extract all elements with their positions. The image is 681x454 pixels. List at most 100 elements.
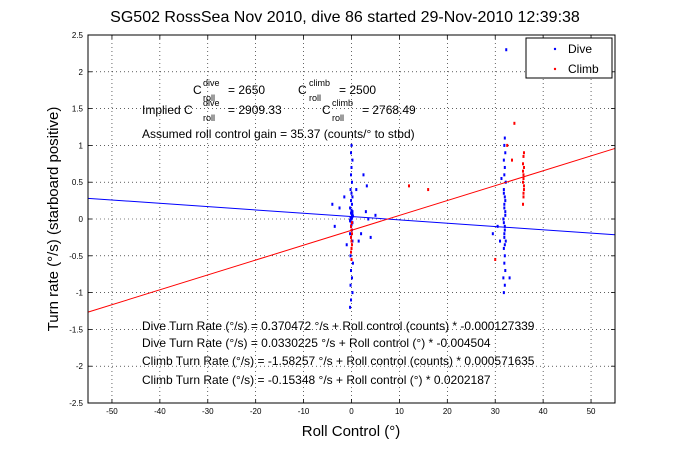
data-point bbox=[508, 276, 511, 280]
data-point bbox=[350, 173, 353, 177]
fit-layer bbox=[87, 147, 616, 313]
data-point bbox=[522, 154, 525, 158]
x-tick-label: 50 bbox=[587, 407, 596, 416]
y-tick-label: 0.5 bbox=[72, 178, 84, 187]
implied-climb-sup: climb bbox=[332, 98, 353, 108]
data-point bbox=[350, 210, 353, 214]
data-point bbox=[499, 239, 502, 243]
data-point bbox=[349, 206, 352, 210]
data-point bbox=[350, 191, 353, 195]
legend-marker-dive bbox=[553, 47, 557, 51]
data-point bbox=[333, 224, 336, 228]
data-point bbox=[350, 250, 353, 254]
data-point bbox=[362, 173, 365, 177]
data-point bbox=[502, 221, 505, 225]
data-point bbox=[503, 136, 506, 140]
y-tick-label: 1 bbox=[79, 141, 84, 150]
x-tick-label: -20 bbox=[250, 407, 262, 416]
x-tick-label: -10 bbox=[298, 407, 310, 416]
data-point bbox=[522, 177, 525, 181]
data-point bbox=[494, 257, 497, 261]
data-point bbox=[374, 213, 377, 217]
y-tick-label: -1 bbox=[76, 289, 84, 298]
c-climb-label: C bbox=[298, 83, 307, 97]
implied-climb-label: C bbox=[322, 103, 331, 117]
data-point bbox=[503, 254, 506, 258]
y-axis-label: Turn rate (°/s) (starboard positive) bbox=[45, 107, 62, 332]
implied-dive-sub: roll bbox=[203, 113, 215, 123]
fit-line-climb bbox=[87, 147, 616, 313]
data-point bbox=[503, 224, 506, 228]
data-point bbox=[349, 232, 352, 236]
data-point bbox=[503, 206, 506, 210]
data-point bbox=[504, 213, 507, 217]
c-climb-sup: climb bbox=[309, 78, 330, 88]
data-point bbox=[350, 239, 353, 243]
y-tick-label: 2.5 bbox=[72, 31, 84, 40]
data-point bbox=[522, 165, 525, 169]
data-point bbox=[522, 202, 525, 206]
data-point bbox=[503, 202, 506, 206]
data-point bbox=[351, 195, 354, 199]
data-point bbox=[350, 221, 353, 225]
data-point bbox=[350, 276, 353, 280]
legend-label-dive: Dive bbox=[568, 42, 592, 56]
data-point bbox=[504, 199, 507, 203]
data-point bbox=[350, 143, 353, 147]
implied-dive-value: = 2909.33 bbox=[228, 103, 282, 117]
x-axis-label: Roll Control (°) bbox=[302, 423, 401, 440]
data-point bbox=[350, 246, 353, 250]
y-tick-label: -1.5 bbox=[69, 325, 83, 334]
y-tick-label: 1.5 bbox=[72, 105, 84, 114]
data-point bbox=[502, 217, 505, 221]
data-point bbox=[506, 143, 509, 147]
data-point bbox=[505, 48, 508, 52]
data-point bbox=[504, 151, 507, 155]
data-point bbox=[350, 232, 353, 236]
axis-ticks: -50 -40 -30 -20 -10 0 10 20 30 40 50-2.5-2-1.5-1-0… bbox=[69, 31, 615, 416]
data-point bbox=[522, 169, 525, 173]
data-point bbox=[513, 121, 516, 125]
data-point bbox=[338, 206, 341, 210]
data-point bbox=[503, 228, 506, 232]
data-point bbox=[360, 232, 363, 236]
data-point bbox=[331, 202, 334, 206]
x-tick-label: 20 bbox=[443, 407, 452, 416]
data-point bbox=[500, 177, 503, 181]
data-point bbox=[350, 298, 353, 302]
data-point bbox=[502, 291, 505, 295]
data-point bbox=[504, 210, 507, 214]
data-point bbox=[503, 143, 506, 147]
x-tick-label: 30 bbox=[491, 407, 500, 416]
data-point bbox=[351, 158, 354, 162]
c-dive-sup: dive bbox=[203, 78, 220, 88]
legend: Dive Climb bbox=[525, 37, 613, 79]
data-point bbox=[357, 239, 360, 243]
chart-title: SG502 RossSea Nov 2010, dive 86 started … bbox=[110, 9, 580, 26]
data-point bbox=[349, 283, 352, 287]
data-point bbox=[349, 254, 352, 258]
implied-climb-value: = 2768.49 bbox=[362, 103, 416, 117]
x-tick-label: 10 bbox=[395, 407, 404, 416]
x-tick-label: -40 bbox=[154, 407, 166, 416]
x-tick-label: 0 bbox=[349, 407, 354, 416]
data-point bbox=[502, 276, 505, 280]
implied-prefix: Implied C bbox=[142, 103, 193, 117]
data-point bbox=[350, 208, 353, 212]
legend-marker-climb bbox=[553, 67, 557, 71]
data-point bbox=[350, 269, 353, 273]
data-point bbox=[503, 243, 506, 247]
data-point bbox=[502, 158, 505, 162]
data-point bbox=[491, 232, 494, 236]
data-point bbox=[345, 243, 348, 247]
data-point bbox=[503, 261, 506, 265]
data-point bbox=[407, 184, 410, 188]
fit-annotation-4: Climb Turn Rate (°/s) = -0.15348 °/s + R… bbox=[142, 373, 491, 387]
fit-annotation-1: Dive Turn Rate (°/s) = 0.370472 °/s + Ro… bbox=[142, 319, 535, 333]
data-point bbox=[522, 180, 525, 184]
data-point bbox=[350, 202, 353, 206]
data-point bbox=[349, 188, 352, 192]
data-point bbox=[503, 235, 506, 239]
data-point bbox=[522, 188, 525, 192]
